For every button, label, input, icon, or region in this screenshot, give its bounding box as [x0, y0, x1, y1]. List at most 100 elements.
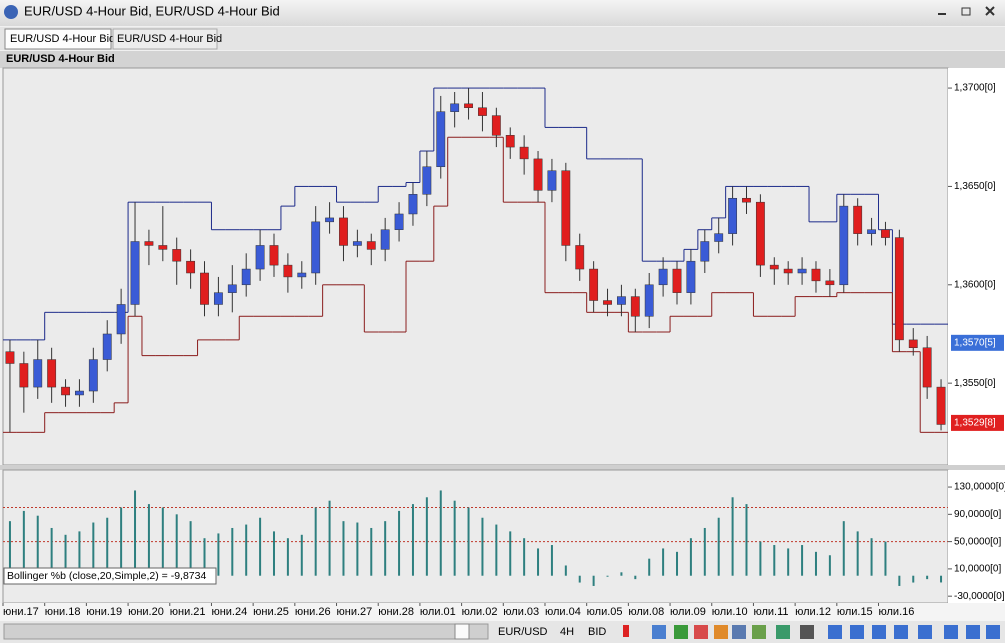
- indicator-bar: [523, 538, 526, 576]
- side-dropdown[interactable]: BID: [588, 626, 606, 638]
- y-tick-label: 50,0000[0]: [954, 536, 1001, 547]
- tool-icon[interactable]: [694, 625, 708, 639]
- tab-active[interactable]: [4, 28, 112, 50]
- candle-body: [658, 268, 668, 286]
- price-label-box: [951, 414, 1004, 431]
- indicator-bar: [926, 575, 929, 580]
- indicator-bar: [314, 507, 317, 576]
- time-axis-area: [0, 603, 1005, 621]
- y-tick-label: 10,0000[0]: [954, 564, 1001, 575]
- tool-icon[interactable]: [776, 625, 790, 639]
- symbol-dropdown[interactable]: EUR/USD: [498, 626, 548, 638]
- candle-body: [130, 241, 140, 305]
- tool-icon[interactable]: [674, 625, 688, 639]
- indicator-bar: [676, 551, 679, 576]
- indicator-bar: [147, 504, 150, 576]
- candle-body: [519, 146, 529, 160]
- candle-body: [686, 260, 696, 293]
- indicator-bar: [189, 521, 192, 576]
- x-tick-label: юли.12: [795, 606, 831, 618]
- indicator-bar: [912, 575, 915, 583]
- period-dropdown[interactable]: 4H: [560, 626, 574, 638]
- candle-body: [408, 194, 418, 215]
- candle-body: [603, 300, 612, 305]
- tab-label: EUR/USD 4-Hour Bid: [117, 33, 222, 45]
- indicator-bar: [203, 538, 206, 576]
- tool-icon[interactable]: [752, 625, 766, 639]
- indicator-bar: [509, 531, 512, 576]
- x-tick-label: юни.21: [170, 606, 206, 618]
- x-tick-label: юни.20: [128, 606, 164, 618]
- panel-header: [0, 51, 1005, 68]
- tool-icon[interactable]: [944, 625, 958, 639]
- indicator-bar: [634, 575, 637, 580]
- candle-body: [561, 170, 571, 246]
- indicator-bar: [217, 533, 220, 576]
- tool-icon[interactable]: [872, 625, 886, 639]
- indicator-legend: Bollinger %b (close,20,Simple,2) = -9,87…: [7, 570, 206, 582]
- indicator-bar: [537, 548, 540, 576]
- close-button[interactable]: [985, 6, 995, 16]
- indicator-bar: [356, 522, 359, 576]
- candle-body: [200, 272, 209, 305]
- indicator-bar: [648, 558, 651, 576]
- candle-body: [505, 135, 515, 148]
- candle-body: [742, 197, 751, 203]
- candle-body: [75, 390, 84, 396]
- candle-body: [241, 268, 251, 286]
- tool-icon[interactable]: [732, 625, 746, 639]
- scroll-thumb[interactable]: [454, 623, 470, 640]
- minimize-button[interactable]: [938, 13, 946, 15]
- indicator-bar: [286, 538, 289, 576]
- candle-body: [908, 339, 918, 348]
- indicator-bar: [703, 527, 706, 576]
- candle-body: [714, 233, 724, 242]
- indicator-bar: [481, 517, 484, 576]
- x-tick-label: юни.28: [378, 606, 414, 618]
- scrollbar[interactable]: [3, 623, 489, 640]
- pane-splitter[interactable]: [0, 465, 1005, 470]
- indicator-bar: [801, 545, 804, 576]
- restore-button[interactable]: [961, 7, 971, 16]
- y-tick-label: 130,0000[0]: [954, 482, 1005, 493]
- tool-icon[interactable]: [894, 625, 908, 639]
- candle-body: [630, 296, 640, 317]
- candle-body: [33, 359, 43, 388]
- candle-body: [853, 205, 863, 234]
- tab-bar: [0, 27, 1005, 50]
- indicator-bar: [592, 575, 595, 586]
- indicator-bar: [370, 527, 373, 576]
- x-tick-label: юни.26: [295, 606, 331, 618]
- tool-icon[interactable]: [714, 625, 728, 639]
- x-tick-label: юли.09: [670, 606, 706, 618]
- y-tick-label: 1,3550[0]: [954, 378, 996, 389]
- title-bar: [0, 0, 1005, 26]
- indicator-bar: [439, 490, 442, 576]
- y-tick-label: 1,3650[0]: [954, 181, 996, 192]
- tool-icon[interactable]: [966, 625, 980, 639]
- candle-body: [867, 229, 876, 234]
- tool-icon[interactable]: [800, 625, 814, 639]
- panel-title: EUR/USD 4-Hour Bid: [6, 53, 115, 65]
- tool-icon[interactable]: [623, 625, 629, 637]
- tool-icon[interactable]: [828, 625, 842, 639]
- tool-icon[interactable]: [652, 625, 666, 639]
- y-tick-label: -30,0000[0]: [954, 591, 1005, 602]
- candle-body: [394, 213, 404, 230]
- candle-body: [283, 264, 293, 278]
- candle-body: [352, 241, 362, 246]
- indicator-bar: [689, 538, 692, 576]
- tool-icon[interactable]: [918, 625, 932, 639]
- indicator-bar: [64, 534, 67, 576]
- candle-body: [894, 237, 904, 341]
- tab[interactable]: [112, 28, 218, 50]
- indicator-bar: [411, 504, 414, 576]
- y-tick-label: 1,3700[0]: [954, 83, 996, 94]
- indicator-bar: [828, 555, 831, 576]
- candle-body: [61, 386, 70, 396]
- candle-body: [575, 245, 585, 270]
- x-tick-label: юли.04: [545, 606, 581, 618]
- tool-icon[interactable]: [986, 625, 1000, 639]
- tool-icon[interactable]: [850, 625, 864, 639]
- indicator-bar: [940, 575, 943, 583]
